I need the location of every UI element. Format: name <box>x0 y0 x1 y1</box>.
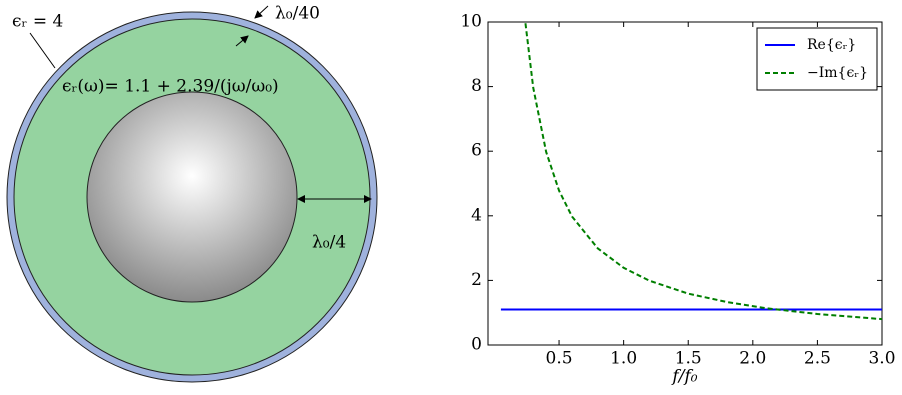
x-tick-label: 1.0 <box>610 349 637 369</box>
plot-area <box>500 23 882 321</box>
y-tick-label: 8 <box>471 76 482 96</box>
legend-label: −Im{ϵᵣ} <box>807 65 868 81</box>
y-tick-label: 4 <box>471 205 482 225</box>
x-tick-label: 2.0 <box>739 349 766 369</box>
y-tick-label: 0 <box>471 335 482 355</box>
x-tick-label: 0.5 <box>546 349 573 369</box>
plot-frame <box>487 21 883 346</box>
sphere <box>86 91 298 303</box>
legend-label: Re{ϵᵣ} <box>807 37 856 53</box>
legend-box <box>756 27 878 91</box>
x-tick-label: 2.5 <box>804 349 831 369</box>
outer-label: ϵᵣ = 4 <box>12 12 63 32</box>
shell-label: ϵᵣ(ω)= 1.1 + 2.39/(jω/ω₀) <box>62 77 279 97</box>
leader-line <box>29 32 56 69</box>
y-tick-label: 10 <box>460 12 482 32</box>
thickness-label: λ₀/4 <box>312 233 346 253</box>
arrow <box>235 35 249 47</box>
x-axis-label: f/f₀ <box>670 367 697 387</box>
y-tick-label: 2 <box>471 270 482 290</box>
series-line <box>524 23 882 321</box>
x-tick-label: 3.0 <box>868 349 895 369</box>
arrow <box>254 5 269 19</box>
y-tick-label: 6 <box>471 141 482 161</box>
diagram: ϵᵣ = 4 λ₀/40 ϵᵣ(ω)= 1.1 + 2.39/(jω/ω₀) λ… <box>6 4 378 383</box>
x-tick-label: 1.5 <box>675 349 702 369</box>
thin-layer-label: λ₀/40 <box>275 4 320 24</box>
